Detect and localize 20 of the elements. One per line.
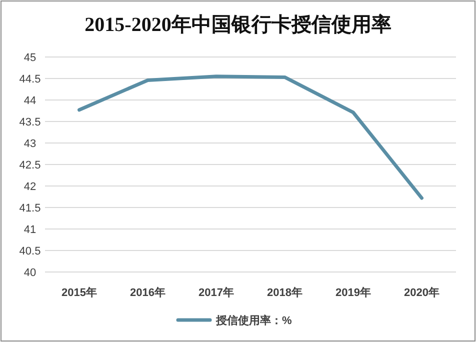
x-tick-label: 2016年 [130, 286, 166, 299]
y-tick-label: 41 [24, 224, 36, 236]
y-tick-label: 44.5 [19, 74, 41, 86]
y-tick-label: 44 [24, 95, 36, 107]
y-tick-label: 43 [24, 138, 36, 150]
y-tick-label: 42 [24, 181, 36, 193]
y-tick-label: 40 [24, 267, 36, 279]
x-tick-label: 2020年 [404, 286, 440, 299]
x-tick-label: 2017年 [198, 286, 234, 299]
legend-label: 授信使用率：% [215, 314, 292, 327]
y-tick-label: 40.5 [19, 246, 41, 258]
y-tick-label: 45 [24, 52, 36, 64]
legend: 授信使用率：% [176, 315, 292, 327]
x-tick-label: 2015年 [62, 286, 97, 299]
x-tick-label: 2018年 [267, 286, 302, 299]
y-tick-label: 41.5 [19, 202, 41, 214]
y-tick-label: 43.5 [19, 116, 41, 128]
x-tick-label: 2019年 [336, 286, 371, 299]
chart-title: 2015-2020年中国银行卡授信使用率 [84, 13, 392, 36]
y-tick-label: 42.5 [19, 160, 41, 172]
